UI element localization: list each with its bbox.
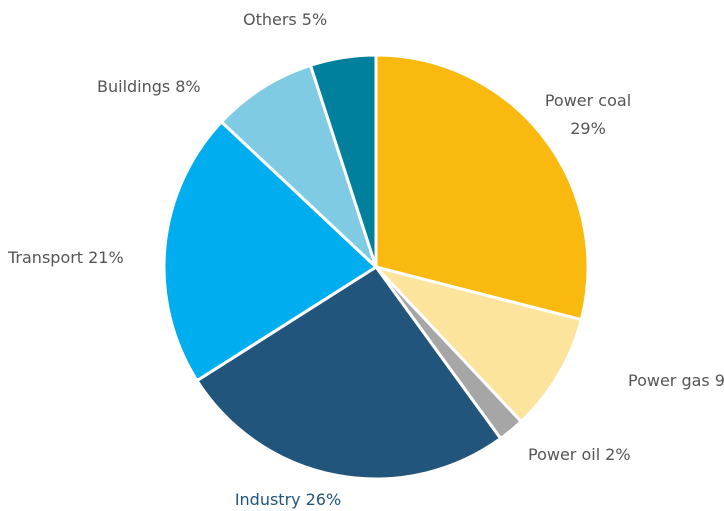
slice-label: Industry 26% — [235, 490, 341, 509]
value-label: 5% — [302, 10, 327, 29]
category-name: Others — [243, 10, 297, 29]
value-label: 21% — [88, 248, 124, 267]
value-label: 26% — [306, 490, 342, 509]
category-name: Industry — [235, 490, 301, 509]
value-label: 9% — [715, 371, 724, 390]
value-label: 29% — [570, 119, 606, 138]
pie-slice — [162, 120, 378, 383]
value-label: 2% — [605, 445, 630, 464]
category-name: Power oil — [528, 445, 600, 464]
slice-label: Power gas 9% — [628, 371, 724, 390]
slice-label: Power coal 29% — [545, 91, 631, 138]
category-name: Buildings — [97, 77, 170, 96]
slice-label: Buildings 8% — [97, 77, 201, 96]
pie-slice — [308, 53, 378, 269]
pie-slice — [374, 53, 590, 322]
category-name: Power gas — [628, 371, 710, 390]
slice-label: Others 5% — [243, 10, 327, 29]
slice-label: Transport 21% — [7, 248, 124, 267]
value-label: 8% — [175, 77, 200, 96]
pie-slice — [195, 265, 503, 481]
category-name: Transport — [7, 248, 83, 267]
pie-slice — [219, 63, 378, 269]
slice-label: Power oil 2% — [528, 445, 631, 464]
category-name: Power coal — [545, 91, 631, 110]
pie-slice — [374, 265, 583, 424]
